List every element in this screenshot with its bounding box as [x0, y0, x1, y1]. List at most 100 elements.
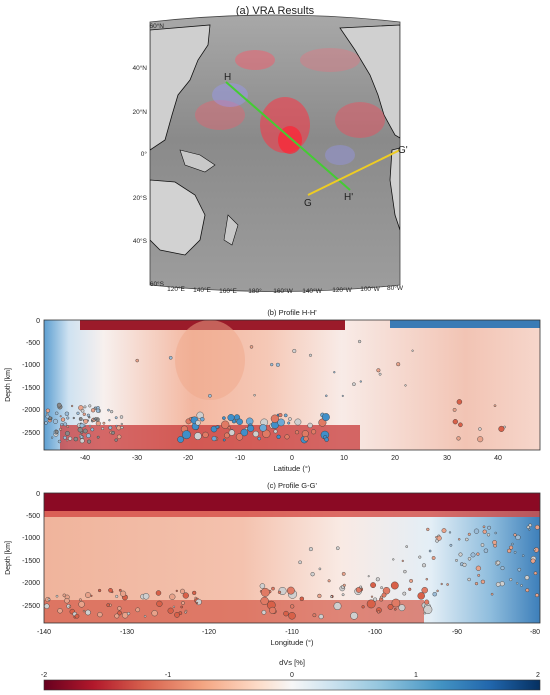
profile-gg-event	[423, 612, 426, 615]
profile-hh-event	[236, 418, 243, 425]
map-title: (a) VRA Results	[236, 5, 315, 17]
profile-hh-surface-fast	[390, 320, 540, 328]
profile-hh-event	[311, 429, 317, 435]
profile-hh-event	[80, 408, 85, 413]
profile-gg-event	[169, 593, 176, 600]
profile-hh-event	[456, 436, 461, 441]
profile-hh-event	[396, 362, 401, 367]
profile-hh-xtick: -40	[80, 455, 90, 462]
profile-gg-event	[507, 548, 512, 553]
profile-gg-event	[390, 581, 399, 590]
profile-hh-event	[94, 417, 98, 421]
profile-gg-event	[308, 547, 313, 552]
profile-hh-event	[278, 413, 283, 418]
profile-gg-event	[142, 593, 150, 600]
profile-hh-yticks: 0 -500 -1000 -1500 -2000 -2500	[22, 318, 40, 437]
profile-gg-event	[470, 552, 476, 558]
profile-hh-event	[50, 436, 54, 439]
profile-hh-xtick: 10	[340, 455, 348, 462]
profile-gg-title: (c) Profile G-G'	[267, 481, 317, 490]
profile-hh-event	[227, 426, 231, 430]
profile-hh-event	[86, 433, 91, 439]
profile-gg-event	[465, 537, 469, 542]
profile-hh-ytick: -1000	[22, 362, 40, 369]
lon-label: 180°	[248, 287, 262, 295]
profile-gg-ytick: 0	[36, 491, 40, 498]
profile-gg-ytick: -500	[26, 513, 40, 520]
profile-hh-event	[411, 349, 414, 352]
profile-gg-event	[261, 610, 267, 615]
profile-hh-event	[273, 429, 278, 434]
profile-hh-event	[275, 362, 280, 367]
profile-hh-event	[477, 436, 484, 443]
profile-hh-event	[359, 380, 362, 383]
new-zealand-landmass	[223, 214, 239, 246]
profile-gg-event	[392, 558, 395, 561]
profile-gg-event	[259, 583, 266, 589]
profile-gg-event	[480, 579, 485, 584]
profile-gg-event	[366, 599, 376, 609]
profile-gg-event	[517, 567, 522, 572]
profile-gg-event	[114, 613, 120, 619]
profile-gg-event	[260, 596, 269, 606]
profile-hh-event	[57, 439, 62, 444]
profile-gg-event	[483, 548, 489, 553]
profile-gg-event	[424, 599, 430, 605]
colorbar-ticks: -2 -1 0 1 2	[41, 672, 540, 679]
profile-gg-event	[179, 588, 185, 594]
lon-label: 160°W	[273, 287, 293, 295]
profile-gg-event	[440, 582, 443, 586]
profile-hh-ytick: -2500	[22, 430, 40, 437]
profile-gg-event	[425, 578, 428, 581]
lon-label: 80°W	[387, 284, 404, 292]
profile-hh-event	[73, 436, 79, 442]
profile-gg-event	[375, 577, 380, 582]
profile-gg-event	[117, 606, 122, 611]
profile-hh-event	[478, 427, 482, 431]
profile-gg-event	[298, 560, 302, 565]
profile-hh-event	[120, 426, 124, 430]
profile-gg-events	[44, 523, 540, 620]
profile-hh-event	[247, 424, 255, 432]
profile-gg-event	[175, 589, 178, 592]
profile-hh-event	[72, 416, 75, 420]
profile-label-h-prime: H'	[344, 192, 353, 203]
profile-gg-event	[391, 598, 401, 608]
profile-gg-event	[82, 609, 86, 613]
profile-hh-event	[119, 415, 124, 419]
profile-gg-event	[90, 594, 93, 597]
profile-hh-event	[83, 428, 88, 434]
profile-gg-event	[423, 605, 433, 614]
profile-hh-event	[45, 412, 49, 416]
profile-hh-event	[341, 394, 344, 397]
profile-gg-event	[422, 563, 427, 568]
profile-hh-event	[283, 413, 288, 418]
profile-gg-xlabel: Longitude (°)	[270, 638, 314, 647]
profile-gg-event	[513, 551, 517, 554]
profile-hh-event	[83, 418, 89, 424]
profile-hh-event	[86, 413, 90, 417]
profile-hh-event	[78, 417, 83, 421]
profile-hh-events	[44, 339, 506, 444]
profile-hh-event	[107, 408, 110, 412]
profile-hh-event	[262, 429, 271, 438]
profile-gg-event	[496, 560, 501, 565]
profile-gg-event	[85, 592, 91, 598]
profile-gg-event	[403, 569, 407, 574]
profile-gg-event	[55, 594, 59, 598]
profile-hh-event	[211, 436, 217, 442]
profile-label-h: H	[224, 72, 231, 83]
profile-label-g: G	[304, 198, 312, 209]
profile-gg-event	[402, 591, 407, 596]
profile-gg-event	[455, 559, 458, 562]
profile-hh-event	[257, 436, 261, 441]
profile-gg-event	[370, 595, 374, 598]
profile-hh-event	[95, 408, 101, 413]
profile-gg-event	[408, 587, 412, 591]
profile-gg-xtick: -80	[530, 629, 540, 636]
profile-gg-event	[196, 601, 199, 604]
profile-hh-event	[168, 355, 173, 360]
profile-gg-event	[57, 608, 63, 614]
new-guinea-landmass	[179, 149, 216, 173]
profile-hh-event	[177, 436, 184, 443]
